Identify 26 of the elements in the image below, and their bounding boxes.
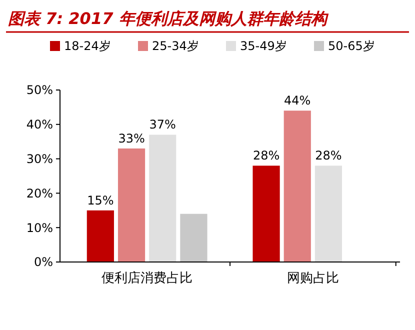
- y-tick-label: 20%: [26, 186, 53, 200]
- bar: [118, 148, 146, 262]
- data-label: 15%: [87, 193, 114, 208]
- data-label: 37%: [149, 118, 176, 132]
- legend-label: 18-24岁: [64, 39, 111, 53]
- data-label: 28%: [315, 148, 342, 163]
- x-tick-label: 网购占比: [286, 271, 339, 286]
- bar: [149, 134, 176, 262]
- data-label: 33%: [118, 131, 145, 146]
- legend-label: 35-49岁: [240, 39, 287, 53]
- bar: [180, 214, 208, 262]
- x-tick-label: 便利店消费占比: [102, 270, 193, 286]
- legend-label: 25-34岁: [152, 39, 199, 53]
- y-tick-label: 40%: [26, 118, 53, 132]
- data-label: 28%: [252, 148, 280, 163]
- bar: [86, 210, 114, 262]
- bar: [252, 166, 280, 262]
- y-tick-label: 10%: [26, 220, 53, 235]
- bar: [314, 166, 342, 262]
- y-tick-label: 30%: [26, 152, 53, 166]
- chart-title: 图表 7: 2017 年便利店及网购人群年龄结构: [8, 9, 329, 28]
- legend-label: 50-65岁: [328, 39, 375, 53]
- bar: [284, 110, 311, 262]
- y-tick-label: 50%: [26, 83, 53, 98]
- data-label: 44%: [284, 94, 311, 108]
- y-tick-label: 0%: [34, 255, 53, 270]
